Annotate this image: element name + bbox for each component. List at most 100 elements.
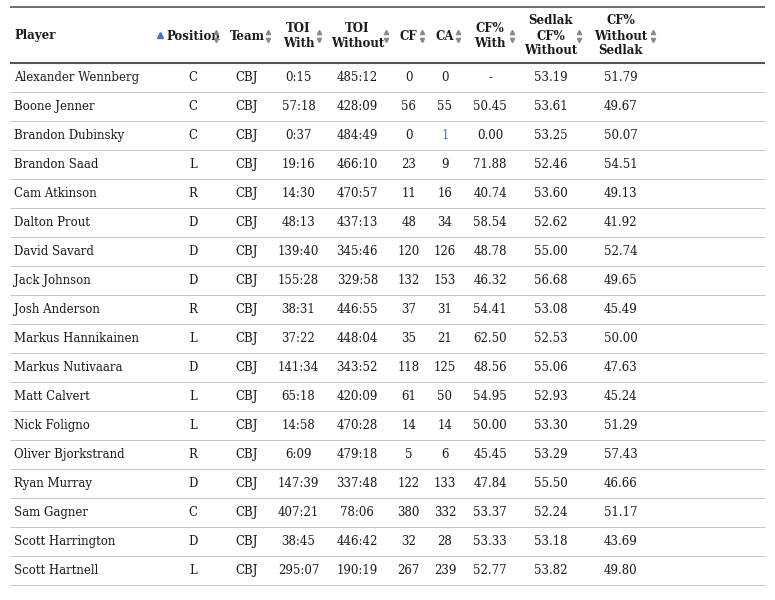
Text: 45.24: 45.24	[604, 390, 638, 403]
Text: R: R	[188, 303, 198, 316]
Text: D: D	[188, 361, 198, 374]
Text: 155:28: 155:28	[278, 274, 319, 287]
Text: 52.93: 52.93	[534, 390, 567, 403]
Text: CBJ: CBJ	[236, 361, 258, 374]
Text: 329:58: 329:58	[336, 274, 378, 287]
Text: CBJ: CBJ	[236, 506, 258, 519]
Text: Alexander Wennberg: Alexander Wennberg	[14, 71, 140, 84]
Text: D: D	[188, 535, 198, 548]
Text: 38:31: 38:31	[281, 303, 315, 316]
Text: 14:30: 14:30	[281, 187, 315, 200]
Text: CF: CF	[400, 29, 418, 43]
Text: Boone Jenner: Boone Jenner	[14, 100, 95, 113]
Text: 55.50: 55.50	[534, 477, 567, 490]
Text: 11: 11	[401, 187, 416, 200]
Text: 133: 133	[434, 477, 456, 490]
Text: L: L	[189, 419, 197, 432]
Text: 37: 37	[401, 303, 416, 316]
Text: 54.95: 54.95	[474, 390, 507, 403]
Text: 16: 16	[437, 187, 453, 200]
Text: 380: 380	[398, 506, 420, 519]
Text: 55: 55	[437, 100, 453, 113]
Text: David Savard: David Savard	[14, 245, 94, 258]
Text: -: -	[488, 71, 492, 84]
Text: 50.00: 50.00	[604, 332, 638, 345]
Text: 0:37: 0:37	[285, 129, 312, 142]
Text: 48.56: 48.56	[474, 361, 507, 374]
Text: 52.24: 52.24	[534, 506, 567, 519]
Text: 47.84: 47.84	[474, 477, 507, 490]
Text: 34: 34	[437, 216, 453, 229]
Text: R: R	[188, 187, 198, 200]
Text: TOI
Without: TOI Without	[331, 22, 384, 50]
Text: 6:09: 6:09	[285, 448, 312, 461]
Text: 14: 14	[437, 419, 453, 432]
Text: 126: 126	[434, 245, 456, 258]
Text: 54.51: 54.51	[604, 158, 638, 171]
Text: CF%
With: CF% With	[474, 22, 506, 50]
Text: 65:18: 65:18	[281, 390, 315, 403]
Text: 52.62: 52.62	[534, 216, 567, 229]
Text: Jack Johnson: Jack Johnson	[14, 274, 91, 287]
Text: TOI
With: TOI With	[283, 22, 314, 50]
Text: C: C	[188, 129, 198, 142]
Text: 53.19: 53.19	[534, 71, 567, 84]
Text: 420:09: 420:09	[336, 390, 378, 403]
Text: 54.41: 54.41	[474, 303, 507, 316]
Text: 53.08: 53.08	[534, 303, 567, 316]
Text: CBJ: CBJ	[236, 535, 258, 548]
Text: 41.92: 41.92	[604, 216, 638, 229]
Text: 118: 118	[398, 361, 420, 374]
Text: 0:15: 0:15	[285, 71, 312, 84]
Text: 484:49: 484:49	[336, 129, 378, 142]
Text: D: D	[188, 245, 198, 258]
Text: 343:52: 343:52	[336, 361, 378, 374]
Text: 14: 14	[401, 419, 416, 432]
Text: 35: 35	[401, 332, 416, 345]
Text: Cam Atkinson: Cam Atkinson	[14, 187, 97, 200]
Text: 0.00: 0.00	[477, 129, 503, 142]
Text: Scott Hartnell: Scott Hartnell	[14, 564, 98, 577]
Text: 122: 122	[398, 477, 420, 490]
Text: 49.67: 49.67	[604, 100, 638, 113]
Text: 51.29: 51.29	[604, 419, 638, 432]
Text: 47.63: 47.63	[604, 361, 638, 374]
Text: 23: 23	[401, 158, 416, 171]
Text: C: C	[188, 506, 198, 519]
Text: 50.45: 50.45	[474, 100, 507, 113]
Text: 53.60: 53.60	[534, 187, 567, 200]
Text: 49.65: 49.65	[604, 274, 638, 287]
Text: 50.00: 50.00	[474, 419, 507, 432]
Text: 61: 61	[401, 390, 416, 403]
Text: 58.54: 58.54	[474, 216, 507, 229]
Text: 51.79: 51.79	[604, 71, 638, 84]
Text: Oliver Bjorkstrand: Oliver Bjorkstrand	[14, 448, 125, 461]
Text: Josh Anderson: Josh Anderson	[14, 303, 100, 316]
Text: 428:09: 428:09	[336, 100, 378, 113]
Text: 485:12: 485:12	[337, 71, 378, 84]
Text: 295:07: 295:07	[277, 564, 319, 577]
Text: 9: 9	[441, 158, 449, 171]
Text: CBJ: CBJ	[236, 129, 258, 142]
Text: CBJ: CBJ	[236, 100, 258, 113]
Text: 49.80: 49.80	[604, 564, 638, 577]
Text: 46.66: 46.66	[604, 477, 638, 490]
Text: D: D	[188, 274, 198, 287]
Text: CBJ: CBJ	[236, 419, 258, 432]
Text: 52.53: 52.53	[534, 332, 567, 345]
Text: 446:55: 446:55	[336, 303, 378, 316]
Text: 57:18: 57:18	[281, 100, 315, 113]
Text: 141:34: 141:34	[277, 361, 319, 374]
Text: 56.68: 56.68	[534, 274, 567, 287]
Text: 448:04: 448:04	[336, 332, 378, 345]
Text: 5: 5	[405, 448, 412, 461]
Text: Player: Player	[14, 29, 56, 43]
Text: 52.46: 52.46	[534, 158, 567, 171]
Text: CA: CA	[436, 29, 454, 43]
Text: 53.61: 53.61	[534, 100, 567, 113]
Text: 37:22: 37:22	[281, 332, 315, 345]
Text: 446:42: 446:42	[336, 535, 378, 548]
Text: CBJ: CBJ	[236, 332, 258, 345]
Text: 239: 239	[434, 564, 456, 577]
Text: 125: 125	[434, 361, 456, 374]
